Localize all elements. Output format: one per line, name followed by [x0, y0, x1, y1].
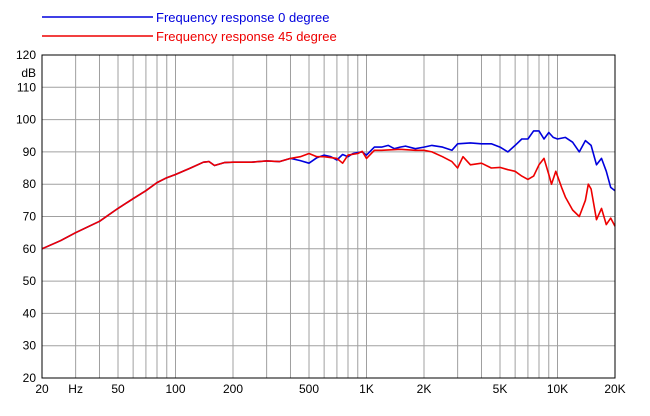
y-tick-label: 100 — [16, 113, 36, 127]
x-tick-label: 100 — [165, 382, 185, 396]
x-tick-label: 20K — [604, 382, 625, 396]
x-tick-label: Hz — [68, 382, 83, 396]
axis-labels: dB 20 30 40 50 60 70 80 90 100 110 120 20 Hz 50 100 200… — [16, 48, 626, 396]
legend-label: Frequency response 45 degree — [156, 29, 337, 44]
y-tick-label: 120 — [16, 48, 36, 62]
x-tick-label: 1K — [359, 382, 374, 396]
legend: Frequency response 0 degree Frequency res… — [42, 10, 337, 44]
y-tick-label: 110 — [17, 80, 36, 94]
y-axis-unit-label: dB — [21, 66, 36, 80]
plot-frame — [41, 54, 616, 379]
legend-label: Frequency response 0 degree — [156, 10, 329, 25]
y-tick-label: 70 — [23, 210, 37, 224]
x-tick-label: 200 — [223, 382, 243, 396]
y-tick-label: 20 — [23, 371, 37, 385]
y-tick-label: 50 — [23, 274, 37, 288]
x-tick-label: 20 — [35, 382, 49, 396]
grid — [42, 55, 615, 378]
series-lines — [41, 130, 616, 250]
x-tick-label: 500 — [299, 382, 319, 396]
series-line-1 — [41, 148, 616, 250]
x-tick-label: 50 — [111, 382, 125, 396]
x-tick-label: 2K — [417, 382, 432, 396]
x-tick-label: 10K — [547, 382, 568, 396]
series-line-0 — [41, 130, 616, 250]
y-tick-label: 40 — [23, 306, 37, 320]
y-tick-label: 80 — [23, 177, 37, 191]
y-tick-label: 90 — [23, 145, 37, 159]
y-tick-label: 30 — [23, 339, 37, 353]
y-tick-label: 60 — [23, 242, 37, 256]
x-tick-label: 5K — [493, 382, 508, 396]
